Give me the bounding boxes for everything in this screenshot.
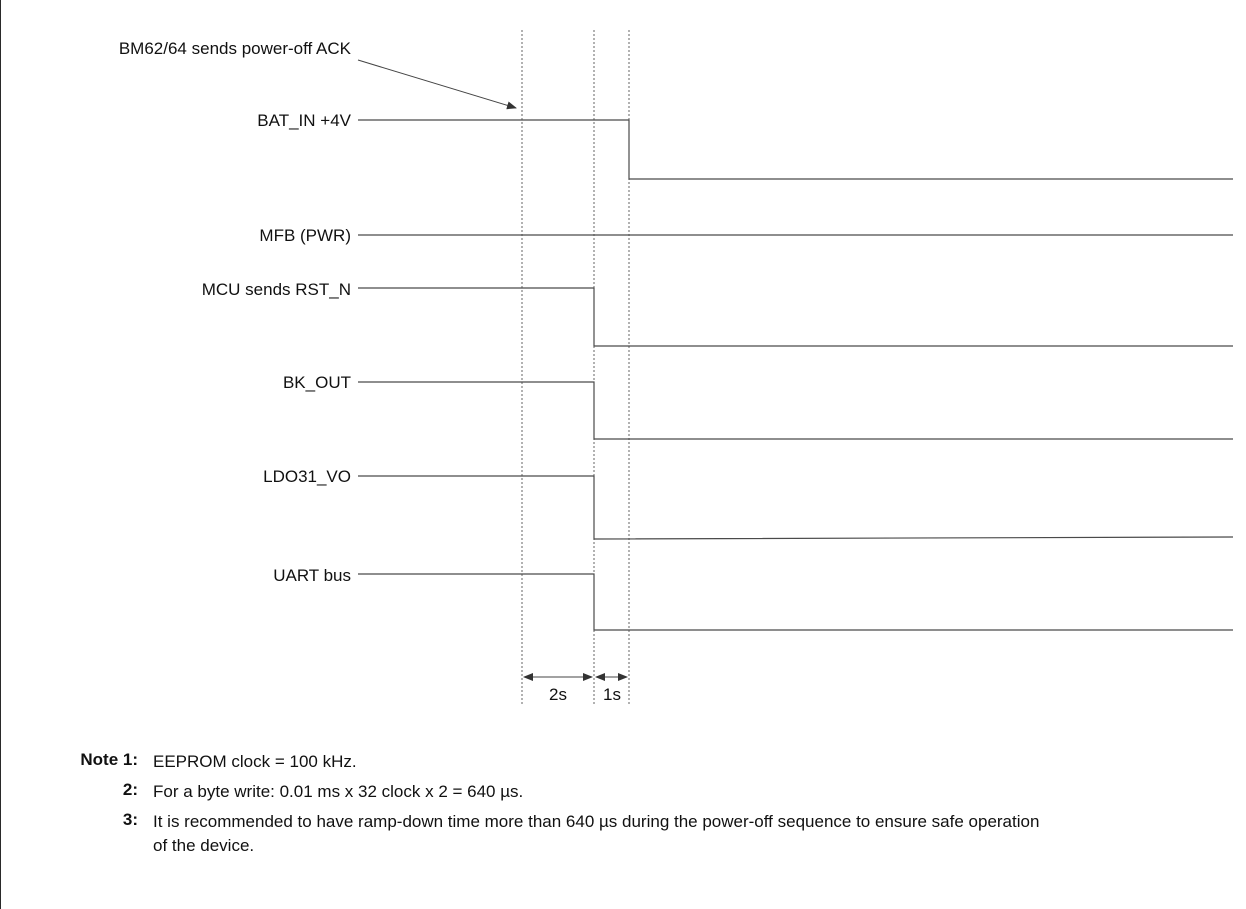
- waveform-rst-n: [358, 287, 1233, 347]
- signal-label-bk-out: BK_OUT: [283, 373, 351, 392]
- signal-label-uart-bus: UART bus: [273, 566, 351, 585]
- waveform-ldo31-vo: [358, 475, 1234, 540]
- note-number: 2:: [122, 780, 138, 799]
- ack-annotation-arrow: [357, 59, 517, 110]
- interval-label-1s: 1s: [603, 685, 621, 704]
- power-off-timing-diagram: BM62/64 sends power-off ACK BAT_IN +4V M…: [119, 30, 1234, 705]
- interval-label-2s: 2s: [549, 685, 567, 704]
- note-text: For a byte write: 0.01 ms x 32 clock x 2…: [153, 782, 524, 801]
- note-number: 3:: [122, 810, 138, 829]
- note-number: Note 1:: [80, 750, 138, 769]
- waveform-bk-out: [358, 381, 1233, 440]
- ack-annotation: BM62/64 sends power-off ACK: [119, 39, 352, 58]
- signal-label-ldo31-vo: LDO31_VO: [263, 467, 351, 486]
- signal-label-bat-in: BAT_IN +4V: [257, 111, 351, 130]
- waveform-uart-bus: [358, 573, 1233, 631]
- signal-label-rst-n: MCU sends RST_N: [202, 280, 351, 299]
- note-text: It is recommended to have ramp-down time…: [153, 812, 1040, 855]
- signal-label-mfb: MFB (PWR): [259, 226, 351, 245]
- waveform-bat-in: [358, 119, 1233, 180]
- note-text: EEPROM clock = 100 kHz.: [153, 752, 357, 771]
